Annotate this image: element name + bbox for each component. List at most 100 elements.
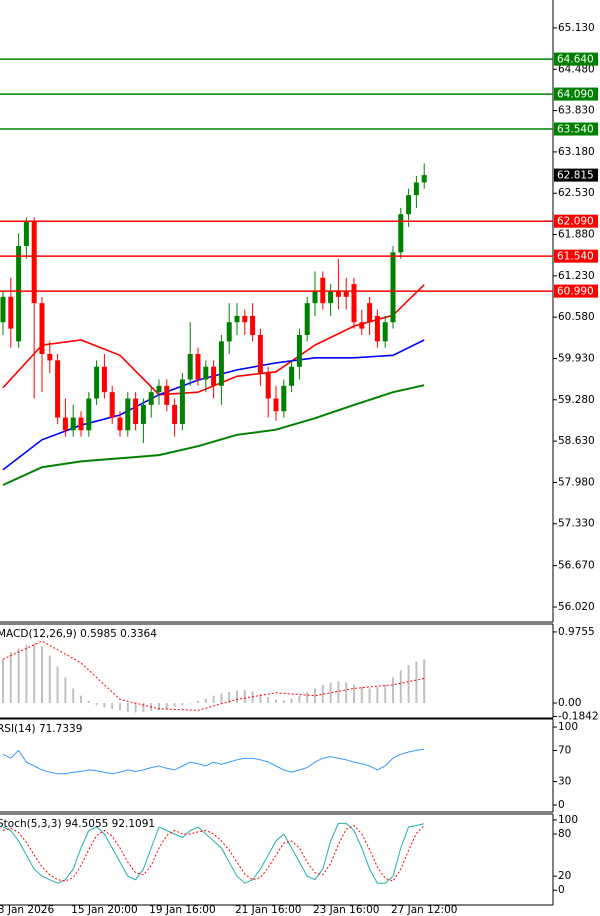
panel-title: RSI(14) 71.7339: [0, 723, 82, 735]
candle-body: [16, 245, 22, 342]
candle-body: [335, 290, 341, 297]
candle-body: [226, 322, 232, 342]
histogram-bar: [329, 682, 332, 703]
candle-body: [156, 385, 162, 393]
candle-body: [172, 404, 178, 424]
histogram-bar: [243, 689, 246, 703]
candle-body: [78, 417, 84, 431]
candle-body: [62, 417, 68, 431]
y-tick-label: 0: [558, 884, 565, 896]
candle-body: [257, 334, 263, 374]
level-label: 60.990: [557, 286, 594, 298]
candle-body: [101, 366, 107, 393]
histogram-bar: [165, 702, 168, 709]
histogram-bar: [267, 697, 270, 703]
y-tick-label: 100: [558, 814, 578, 826]
candle-body: [265, 373, 271, 399]
histogram-bar: [345, 682, 348, 703]
level-label: 61.540: [557, 251, 594, 263]
candle-body: [351, 284, 357, 323]
histogram-bar: [87, 700, 90, 703]
histogram-bar: [306, 692, 309, 703]
y-tick-label: 58.630: [558, 435, 595, 447]
candle-body: [289, 366, 295, 386]
histogram-bar: [360, 686, 363, 703]
line: [2, 824, 425, 882]
candle-body: [218, 341, 224, 386]
histogram-bar: [126, 702, 129, 712]
histogram-bar: [376, 686, 379, 703]
y-tick-label: 59.280: [558, 394, 595, 406]
y-tick-label: 59.930: [558, 352, 595, 364]
line: [2, 640, 425, 711]
level-label: 64.640: [557, 54, 594, 66]
level-label: 63.540: [557, 124, 594, 136]
candle-body: [328, 290, 334, 304]
histogram-bar: [384, 684, 387, 703]
candle-body: [390, 252, 396, 323]
histogram-bar: [212, 695, 215, 703]
histogram-bar: [399, 670, 402, 703]
panel-title: Stoch(5,3,3) 94.5055 92.1091: [0, 818, 155, 830]
histogram-bar: [282, 700, 285, 703]
histogram-bar: [111, 702, 114, 709]
level-label-box: [554, 214, 598, 228]
y-tick-label: 61.230: [558, 270, 595, 282]
candle-body: [242, 315, 248, 323]
y-tick-label: 62.530: [558, 187, 595, 199]
histogram-bar: [181, 702, 184, 706]
y-tick-label: 56.670: [558, 560, 595, 572]
y-tick-label: 70: [558, 744, 571, 756]
level-label: 64.090: [557, 89, 594, 101]
candle-body: [406, 195, 412, 215]
candle-body: [421, 175, 427, 183]
y-tick-label: 0.9755: [558, 626, 595, 638]
histogram-bar: [407, 665, 410, 703]
histogram-bar: [275, 699, 277, 703]
histogram-bar: [142, 702, 145, 712]
x-tick-label: 19 Jan 16:00: [149, 904, 215, 916]
histogram-bar: [228, 692, 231, 703]
candle-body: [398, 214, 404, 253]
candle-body: [148, 392, 154, 405]
panel-title: MACD(12,26,9) 0.5985 0.3364: [0, 628, 157, 640]
candle-body: [296, 334, 302, 367]
y-tick-label: 0: [558, 799, 565, 811]
y-tick-label: 60.580: [558, 311, 595, 323]
line: [2, 748, 425, 775]
candle-body: [125, 398, 131, 431]
y-tick-label: -0.1842: [558, 710, 599, 722]
histogram-bar: [158, 702, 160, 711]
histogram-bar: [56, 666, 59, 703]
histogram-bar: [423, 659, 426, 703]
candle-body: [55, 360, 61, 418]
candle-body: [31, 220, 37, 304]
candle-body: [273, 398, 279, 412]
histogram-bar: [48, 655, 51, 703]
y-tick-label: 100: [558, 721, 578, 733]
histogram-bar: [33, 643, 36, 703]
level-label-box: [554, 249, 598, 263]
histogram-bar: [80, 695, 82, 703]
price-label: 62.815: [557, 170, 594, 182]
histogram-bar: [290, 698, 293, 703]
y-tick-label: 30: [558, 776, 571, 788]
candle-body: [8, 296, 14, 329]
histogram-bar: [314, 688, 316, 703]
candle-body: [211, 366, 217, 386]
line: [2, 339, 425, 471]
candle-body: [413, 182, 419, 196]
candle-body: [23, 220, 29, 246]
histogram-bar: [189, 702, 192, 704]
histogram-bar: [134, 702, 137, 713]
x-tick-label: 15 Jan 20:00: [71, 904, 137, 916]
histogram-bar: [173, 702, 176, 707]
histogram-bar: [337, 681, 340, 703]
histogram-bar: [259, 694, 262, 703]
y-tick-label: 57.980: [558, 476, 595, 488]
y-tick-label: 20: [558, 870, 571, 882]
histogram-bar: [368, 688, 371, 703]
candle-body: [94, 366, 100, 399]
candle-body: [164, 385, 170, 405]
histogram-bar: [220, 693, 223, 703]
